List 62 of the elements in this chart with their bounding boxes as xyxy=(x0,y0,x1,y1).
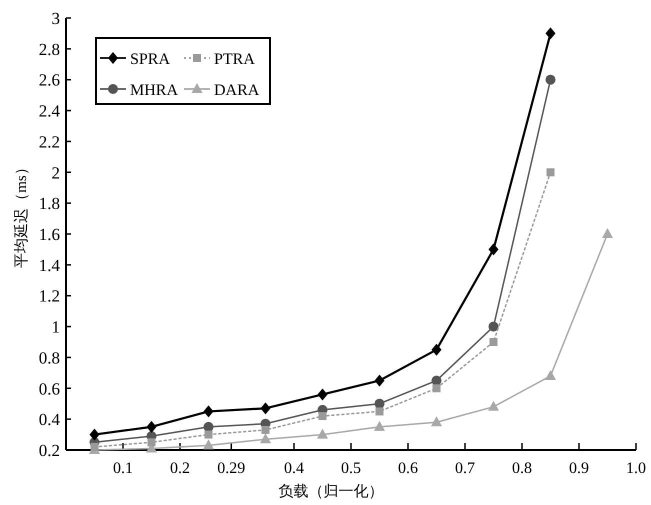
x-axis-title: 负载（归一化） xyxy=(278,483,384,500)
y-tick-label: 0.6 xyxy=(38,379,60,398)
y-tick-label: 1 xyxy=(52,318,60,337)
y-tick-label: 0.2 xyxy=(38,441,60,460)
point xyxy=(602,228,613,238)
y-tick-label: 1.6 xyxy=(38,225,60,244)
y-tick-label: 2 xyxy=(52,163,60,182)
point xyxy=(204,430,212,439)
x-tick-label: 0.1 xyxy=(113,460,133,477)
y-tick-label: 0.4 xyxy=(38,410,60,430)
point xyxy=(317,428,328,439)
point xyxy=(488,400,499,411)
point xyxy=(203,439,214,450)
point xyxy=(262,426,270,434)
x-tick-label: 0.9 xyxy=(569,460,589,477)
x-tick-label: 0.4 xyxy=(284,460,304,477)
x-tick-label: 0.29 xyxy=(217,460,246,477)
y-tick-label: 0.8 xyxy=(38,348,60,368)
point xyxy=(432,384,440,392)
legend-label: PTRA xyxy=(214,51,256,68)
point xyxy=(432,376,442,386)
y-tick-label: 2.6 xyxy=(38,70,60,90)
point xyxy=(374,420,385,431)
y-tick-label: 2.4 xyxy=(38,102,60,121)
x-tick-label: 0.5 xyxy=(341,460,361,477)
x-tick-label: 0.2 xyxy=(170,460,190,477)
point xyxy=(260,433,271,444)
point xyxy=(546,74,556,85)
point xyxy=(374,398,384,409)
legend-label: MHRA xyxy=(130,82,178,99)
point xyxy=(546,168,554,176)
point xyxy=(376,407,384,416)
y-axis-title: 平均延迟（ms） xyxy=(13,160,30,268)
point xyxy=(146,420,156,433)
point xyxy=(318,388,328,400)
point xyxy=(545,370,556,380)
point xyxy=(546,27,556,40)
point xyxy=(148,438,156,446)
y-tick-label: 1.2 xyxy=(38,286,60,306)
point xyxy=(432,344,442,356)
x-tick-label: 0.6 xyxy=(398,460,418,477)
point xyxy=(204,405,214,418)
point xyxy=(488,243,498,256)
x-tick-label: 0.7 xyxy=(455,460,475,477)
legend-label: SPRA xyxy=(130,51,170,68)
point xyxy=(204,422,214,432)
legend-label: DARA xyxy=(214,82,260,99)
point xyxy=(90,442,98,451)
y-tick-label: 3 xyxy=(52,9,60,28)
point xyxy=(318,412,326,420)
x-tick-label: 1.0 xyxy=(626,460,646,477)
y-tick-label: 2.8 xyxy=(38,40,60,59)
x-tick-label: 0.8 xyxy=(512,460,532,477)
y-tick-label: 1.8 xyxy=(38,194,60,214)
point xyxy=(260,402,270,414)
y-tick-label: 1.4 xyxy=(38,256,60,275)
point xyxy=(374,374,384,387)
point xyxy=(431,416,442,426)
point xyxy=(488,322,498,332)
y-tick-label: 2.2 xyxy=(38,132,60,152)
point xyxy=(90,428,100,441)
point xyxy=(490,338,498,346)
